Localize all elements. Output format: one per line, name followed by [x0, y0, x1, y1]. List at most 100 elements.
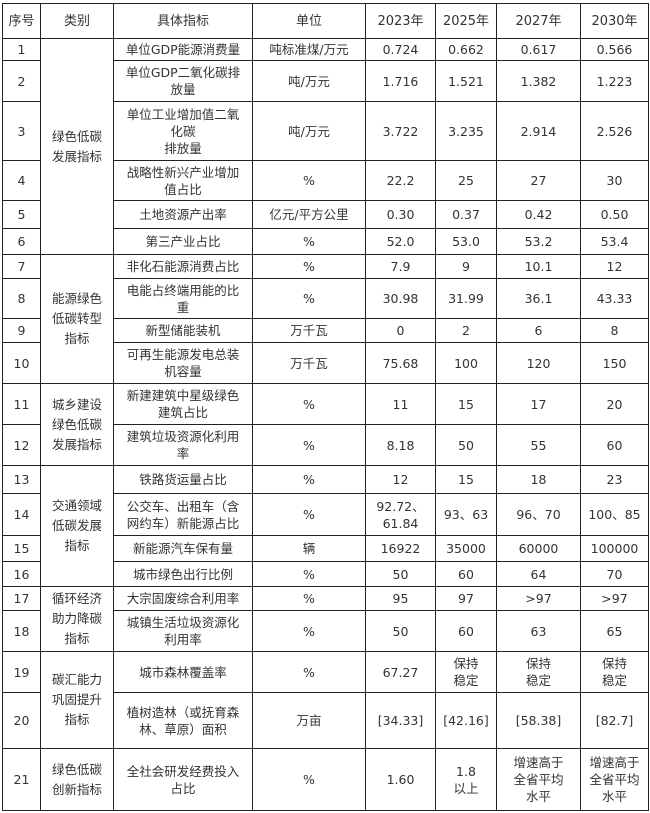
indicator-cell: 单位工业增加值二氧 化碳 排放量	[113, 101, 253, 161]
row-number: 8	[2, 278, 41, 319]
value-2030: [82.7]	[580, 692, 649, 749]
unit-cell: %	[252, 651, 366, 693]
value-2030: 增速高于 全省平均 水平	[580, 748, 649, 811]
value-2025: 0.662	[435, 38, 497, 61]
table-row: 14 公交车、出租车（含 网约车）新能源占比% 92.72、 61.84 93、63 9…	[2, 493, 649, 536]
value-2025: 15	[435, 465, 497, 494]
table-row: 4 战略性新兴产业增加 值占比% 22.2 25 27 30	[2, 160, 649, 201]
value-2023: 1.716	[365, 60, 436, 102]
row-number: 5	[2, 200, 41, 229]
unit-cell: %	[252, 424, 366, 466]
header-indicator: 具体指标	[113, 3, 253, 39]
row-number: 2	[2, 60, 41, 102]
row-number: 10	[2, 342, 41, 384]
value-2025: 0.37	[435, 200, 497, 229]
header-category: 类别	[40, 3, 114, 39]
indicator-cell: 建筑垃圾资源化利用 率	[113, 424, 253, 466]
value-2025: 1.8 以上	[435, 748, 497, 811]
unit-cell: %	[252, 561, 366, 587]
value-2027: 1.382	[496, 60, 581, 102]
value-2025: 3.235	[435, 101, 497, 161]
value-2023: 52.0	[365, 228, 436, 255]
value-2027: 36.1	[496, 278, 581, 319]
header-2027: 2027年	[496, 3, 581, 39]
indicator-cell: 铁路货运量占比	[113, 465, 253, 494]
indicator-cell: 植树造林（或抚育森 林、草原）面积	[113, 692, 253, 749]
value-2030: 1.223	[580, 60, 649, 102]
indicator-cell: 电能占终端用能的比 重	[113, 278, 253, 319]
value-2025: 2	[435, 318, 497, 343]
indicator-cell: 全社会研发经费投入 占比	[113, 748, 253, 811]
unit-cell: 吨/万元	[252, 101, 366, 161]
category-cell: 城乡建设 绿色低碳 发展指标	[40, 383, 114, 466]
row-number: 6	[2, 228, 41, 255]
unit-cell: 吨标准煤/万元	[252, 38, 366, 61]
value-2027: [58.38]	[496, 692, 581, 749]
value-2027: 2.914	[496, 101, 581, 161]
unit-cell: %	[252, 586, 366, 611]
value-2023: 1.60	[365, 748, 436, 811]
indicator-cell: 新型储能装机	[113, 318, 253, 343]
value-2027: 60000	[496, 535, 581, 562]
indicator-cell: 城镇生活垃圾资源化 利用率	[113, 610, 253, 652]
value-2027: 120	[496, 342, 581, 384]
row-number: 11	[2, 383, 41, 425]
table-row: 16 城市绿色出行比例% 50 60 64 70	[2, 561, 649, 587]
value-2025: [42.16]	[435, 692, 497, 749]
value-2023: 22.2	[365, 160, 436, 201]
value-2025: 15	[435, 383, 497, 425]
value-2030: 保持 稳定	[580, 651, 649, 693]
value-2030: 30	[580, 160, 649, 201]
table-row: 1 绿色低碳 发展指标 单位GDP能源消费量 吨标准煤/万元 0.724 0.662 0.6…	[2, 38, 649, 255]
value-2025: 1.521	[435, 60, 497, 102]
value-2027: 增速高于 全省平均 水平	[496, 748, 581, 811]
value-2030: 60	[580, 424, 649, 466]
value-2025: 97	[435, 586, 497, 611]
value-2023: 95	[365, 586, 436, 611]
value-2027: >97	[496, 586, 581, 611]
value-2023: 16922	[365, 535, 436, 562]
indicator-cell: 土地资源产出率	[113, 200, 253, 229]
value-2023: 75.68	[365, 342, 436, 384]
row-number: 18	[2, 610, 41, 652]
row-number: 4	[2, 160, 41, 201]
value-2027: 0.617	[496, 38, 581, 61]
value-2030: 2.526	[580, 101, 649, 161]
unit-cell: 万千瓦	[252, 342, 366, 384]
indicator-cell: 非化石能源消费占比	[113, 254, 253, 279]
value-2025: 9	[435, 254, 497, 279]
indicator-cell: 城市绿色出行比例	[113, 561, 253, 587]
value-2023: 92.72、 61.84	[365, 493, 436, 536]
row-number: 12	[2, 424, 41, 466]
row-number: 15	[2, 535, 41, 562]
unit-cell: %	[252, 160, 366, 201]
unit-cell: %	[252, 383, 366, 425]
value-2030: 12	[580, 254, 649, 279]
value-2030: 100、85	[580, 493, 649, 536]
indicator-cell: 单位GDP能源消费量	[113, 38, 253, 61]
value-2027: 保持 稳定	[496, 651, 581, 693]
value-2025: 35000	[435, 535, 497, 562]
value-2023: 0.30	[365, 200, 436, 229]
unit-cell: 吨/万元	[252, 60, 366, 102]
value-2027: 10.1	[496, 254, 581, 279]
value-2025: 保持 稳定	[435, 651, 497, 693]
value-2027: 17	[496, 383, 581, 425]
unit-cell: %	[252, 278, 366, 319]
header-2023: 2023年	[365, 3, 436, 39]
value-2030: >97	[580, 586, 649, 611]
table-row: 18 城镇生活垃圾资源化 利用率% 50 60 63 65	[2, 610, 649, 652]
indicator-cell: 可再生能源发电总装 机容量	[113, 342, 253, 384]
unit-cell: 辆	[252, 535, 366, 562]
value-2027: 18	[496, 465, 581, 494]
header-unit: 单位	[252, 3, 366, 39]
table-row: 2 单位GDP二氧化碳排 放量 吨/万元 1.716 1.521 1.382 1.223	[2, 60, 649, 102]
value-2030: 53.4	[580, 228, 649, 255]
value-2027: 96、70	[496, 493, 581, 536]
unit-cell: 万千瓦	[252, 318, 366, 343]
row-number: 13	[2, 465, 41, 494]
unit-cell: 亿元/平方公里	[252, 200, 366, 229]
value-2030: 150	[580, 342, 649, 384]
table-row: 21 绿色低碳 创新指标 全社会研发经费投入 占比% 1.60 1.8 以上 增速高于 全…	[2, 748, 649, 811]
